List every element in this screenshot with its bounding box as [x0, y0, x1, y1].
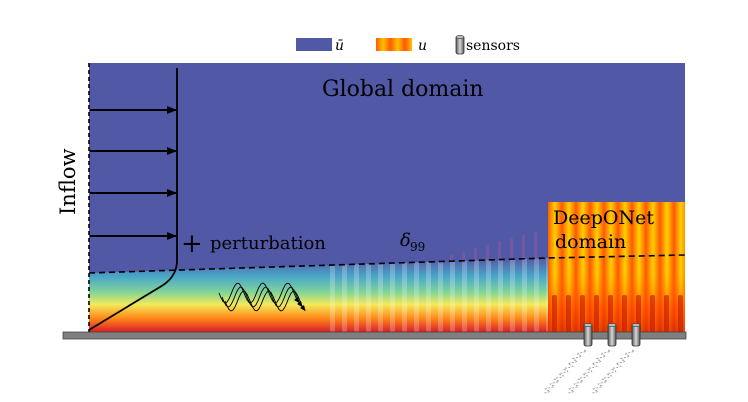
bl-stripe [534, 258, 539, 333]
delta-subscript: 99 [410, 240, 425, 254]
deeponet-streak [664, 295, 669, 333]
deeponet-label-line2: domain [555, 231, 626, 253]
deeponet-domain [548, 202, 685, 333]
wall [62, 331, 687, 340]
global-domain-label: Global domain [322, 77, 484, 102]
bl-stripe [474, 260, 479, 333]
bl-stripe [438, 261, 443, 333]
deeponet-streak [566, 295, 571, 333]
deeponet-streak [650, 295, 655, 333]
spike [450, 255, 453, 262]
spike [522, 234, 525, 259]
sensor-cylinder-icon [607, 323, 617, 347]
spike [534, 231, 537, 259]
legend-sensors-label: sensors [466, 38, 520, 54]
sensor-cylinder-icon [631, 323, 641, 347]
wave-line [224, 290, 306, 312]
inflow-arrows [90, 106, 177, 240]
deeponet-streak [678, 295, 683, 333]
spike [486, 245, 489, 261]
deeponet-streak [580, 295, 585, 333]
sensor-legend-icon [455, 35, 465, 55]
bl-stripe [390, 263, 395, 333]
velocity-profile [88, 68, 178, 331]
spike [498, 241, 501, 260]
wave-line [221, 286, 303, 308]
legend-mean-label: ū [335, 38, 344, 54]
legend-mean-swatch [296, 38, 332, 51]
spike [474, 248, 477, 261]
bl-stripe [354, 264, 359, 333]
legend-perturbation-swatch [376, 38, 412, 51]
spike [510, 238, 513, 260]
perturbation-spikes [450, 231, 537, 262]
bl-stripe [402, 262, 407, 333]
bl-stripe [498, 259, 503, 333]
bl-stripe [330, 265, 335, 333]
bl-stripe [426, 261, 431, 333]
inflow-label: Inflow [56, 149, 80, 215]
bl-stripe [450, 261, 455, 333]
spike [462, 251, 465, 261]
plus-sign: + [181, 229, 203, 259]
deeponet-label-line1: DeepONet [553, 207, 654, 229]
legend: ū u sensors [296, 35, 520, 55]
legend-perturbation-label: u [418, 38, 427, 54]
deeponet-streak [622, 295, 627, 333]
deeponet-streak [552, 295, 557, 333]
bl-stripe [486, 260, 491, 333]
bl-stripe [462, 260, 467, 333]
sensor-signal [590, 349, 636, 394]
sensor-signal [566, 349, 612, 394]
bl-stripe [414, 262, 419, 333]
wave-line [218, 282, 300, 304]
bl-stripe [522, 258, 527, 333]
deeponet-streak [594, 295, 599, 333]
boundary-layer [89, 258, 548, 333]
bl-stripe [366, 263, 371, 333]
sensor-signal [542, 349, 588, 394]
sensor-cylinder-icon [583, 323, 593, 347]
bl-stripe [342, 264, 347, 333]
sensors [542, 323, 641, 394]
delta99-line [88, 254, 686, 274]
bl-stripe [378, 263, 383, 333]
bl-stripe [510, 259, 515, 333]
delta-symbol: δ [400, 230, 411, 251]
perturbation-label: perturbation [210, 233, 326, 254]
perturbation-wave-icon [218, 282, 306, 312]
